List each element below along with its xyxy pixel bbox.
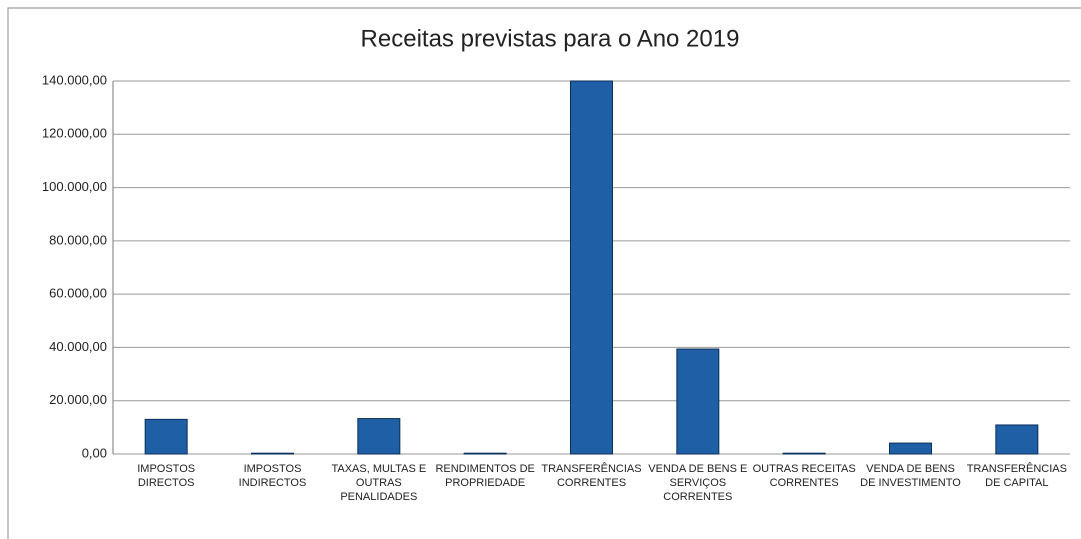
y-tick-label: 40.000,00 xyxy=(49,339,107,354)
y-tick-label: 60.000,00 xyxy=(49,286,107,301)
x-tick-label: IMPOSTOS INDIRECTOS xyxy=(238,463,307,489)
bar xyxy=(676,348,720,455)
bar xyxy=(251,452,294,455)
x-tick-label: VENDA DE BENS E SERVIÇOS CORRENTES xyxy=(648,463,748,503)
chart-border xyxy=(7,7,1081,539)
x-tick-label: RENDIMENTOS DE PROPRIEDADE xyxy=(435,463,535,489)
y-tick-label: 140.000,00 xyxy=(42,72,107,87)
bar xyxy=(144,418,188,455)
bar xyxy=(995,424,1039,455)
y-tick-label: 0,00 xyxy=(82,445,107,460)
y-tick-label: 80.000,00 xyxy=(49,232,107,247)
x-tick-label: IMPOSTOS DIRECTOS xyxy=(137,463,196,489)
x-tick-label: TAXAS, MULTAS E OUTRAS PENALIDADES xyxy=(331,463,427,503)
x-tick-label: TRANSFERÊNCIAS CORRENTES xyxy=(541,463,642,489)
y-tick-label: 100.000,00 xyxy=(42,179,107,194)
bar xyxy=(570,80,613,455)
x-tick-label: OUTRAS RECEITAS CORRENTES xyxy=(752,463,856,489)
bar xyxy=(463,452,507,455)
y-tick-label: 20.000,00 xyxy=(49,392,107,407)
bar xyxy=(357,418,401,455)
y-tick-label: 120.000,00 xyxy=(42,126,107,141)
chart-title: Receitas previstas para o Ano 2019 xyxy=(361,25,740,52)
bar xyxy=(782,452,826,455)
bar xyxy=(889,442,932,455)
x-tick-label: TRANSFERÊNCIAS DE CAPITAL xyxy=(966,463,1067,489)
x-tick-label: VENDA DE BENS DE INVESTIMENTO xyxy=(860,463,961,489)
